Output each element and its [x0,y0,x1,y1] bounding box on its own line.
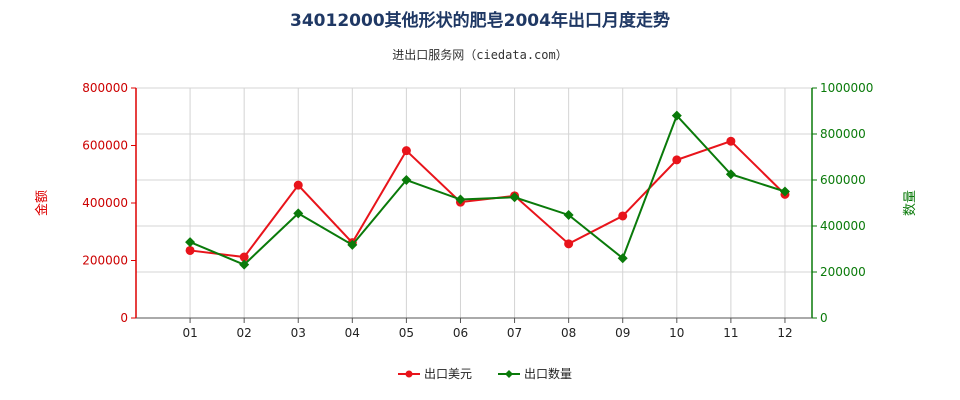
series-1-point [401,175,412,185]
legend-marker-1 [505,370,513,378]
y-left-axis-title: 金额 [34,190,50,216]
series-0-point [239,252,249,262]
y-right-tick-label: 200000 [820,265,866,279]
series-0-point [672,155,682,165]
x-tick-label: 03 [291,326,306,340]
y-right-tick-label: 0 [820,311,828,325]
x-tick-label: 08 [561,326,576,340]
x-tick-label: 04 [345,326,360,340]
series-1-point [239,259,250,270]
chart-title: 34012000其他形状的肥皂2004年出口月度走势 [290,11,670,31]
y-right-axis-title: 数量 [903,190,918,216]
x-tick-label: 06 [453,326,468,340]
x-tick-label: 12 [777,326,792,340]
series-1-point [563,209,574,220]
legend-label-0: 出口美元 [424,367,472,381]
y-left-tick-label: 0 [120,311,128,325]
x-tick-label: 02 [237,326,252,340]
legend: 出口美元 出口数量 [398,366,572,381]
series-0-point [726,136,736,146]
legend-label-1: 出口数量 [524,366,572,381]
series-0-point [618,211,628,221]
y-right-tick-label: 800000 [820,127,866,141]
y-left-tick-label: 600000 [82,139,128,153]
chart-subtitle: 进出口服务网（ciedata.com） [392,48,568,62]
x-tick-label: 09 [615,326,630,340]
y-left-tick-label: 400000 [82,196,128,210]
grid-lines [135,87,813,319]
series-0-point [293,180,303,190]
y-left-tick-label: 800000 [82,81,128,95]
x-tick-label: 11 [723,326,738,340]
plot-border [135,87,813,319]
x-tick-label: 07 [507,326,522,340]
series-0-point [401,146,411,156]
series-1-point [617,253,628,264]
series-1-point [293,208,304,219]
series-1-point [725,169,736,180]
series-layer [185,110,790,270]
series-line-1 [189,113,786,266]
series-1-point [455,194,466,205]
series-1-point [185,237,196,248]
x-tick-label: 01 [182,326,197,340]
y-left-tick-label: 200000 [82,254,128,268]
y-right-tick-label: 600000 [820,173,866,187]
series-1-point [509,192,520,203]
series-1-point [779,186,790,197]
series-0-point [564,239,574,249]
series-1-point [671,110,682,121]
axes: 0 200000 400000 600000 800000 0 200000 400000 60… [34,81,918,340]
legend-marker-0 [405,370,413,378]
series-0-point [185,245,195,255]
x-tick-label: 10 [669,326,684,340]
y-right-tick-label: 400000 [820,219,866,233]
series-1-point [347,239,358,250]
y-right-tick-label: 1000000 [820,81,873,95]
x-tick-label: 05 [399,326,414,340]
